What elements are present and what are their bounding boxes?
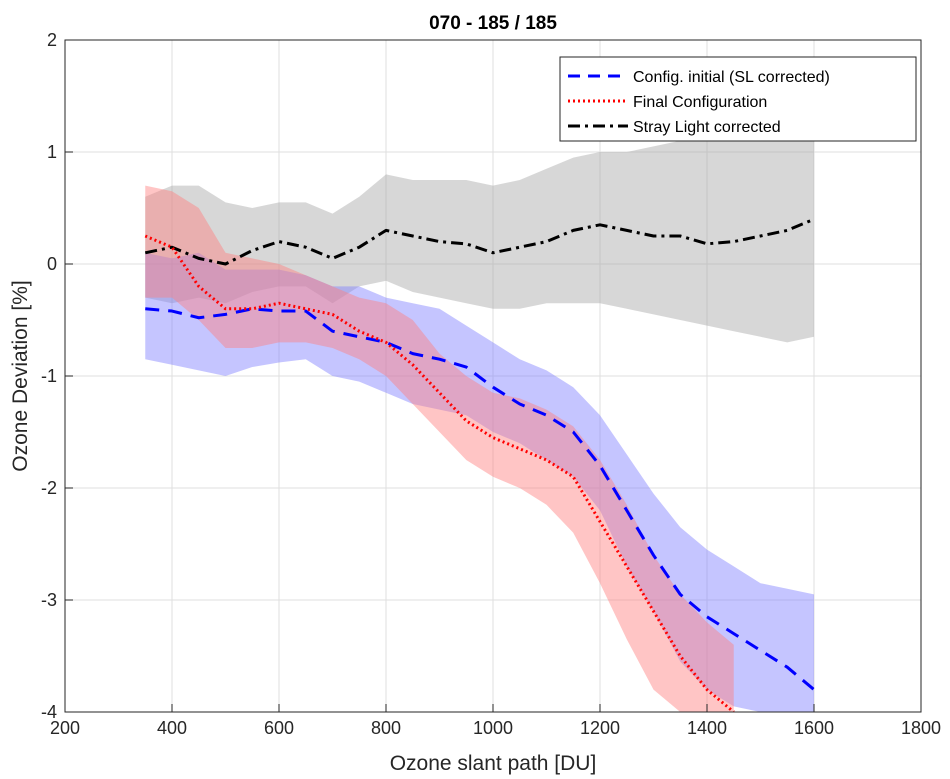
x-tick-label-600: 600 [264,718,294,738]
x-tick-label-1600: 1600 [794,718,834,738]
chart-title: 070 - 185 / 185 [429,13,557,34]
x-tick-label-1800: 1800 [901,718,941,738]
y-axis-label: Ozone Deviation [%] [9,280,32,471]
ticks [64,39,922,713]
line-stray-light-corrected [144,217,815,266]
legend-label-stray-light: Stray Light corrected [633,119,781,136]
x-tick-label-200: 200 [50,718,80,738]
band-stray-light-corrected [145,112,814,343]
x-tick-label-1200: 1200 [580,718,620,738]
y-tick-label--3: -3 [41,590,57,610]
line-final-configuration [144,234,735,712]
y-tick-label-1: 1 [47,142,57,162]
legend-label-final-configuration: Final Configuration [633,94,767,111]
x-axis-label: Ozone slant path [DU] [390,752,597,775]
line-config-initial-sl-corrected [145,307,815,691]
band-final-configuration [145,185,734,712]
y-tick-label-2: 2 [47,30,57,50]
y-tick-label--2: -2 [41,478,57,498]
y-tick-label-0: 0 [47,254,57,274]
x-tick-label-800: 800 [371,718,401,738]
y-tick-label--4: -4 [41,702,57,722]
series-lines [144,217,815,712]
x-tick-label-1000: 1000 [473,718,513,738]
tick-labels: 200 400 600 800 1000 1200 1400 1600 1800 -4 -3 -2 -1… [41,30,941,738]
x-tick-label-400: 400 [157,718,187,738]
legend: Config. initial (SL corrected) Final Con… [559,56,917,142]
x-tick-label-1400: 1400 [687,718,727,738]
y-tick-label--1: -1 [41,366,57,386]
legend-label-config-initial: Config. initial (SL corrected) [633,69,830,86]
